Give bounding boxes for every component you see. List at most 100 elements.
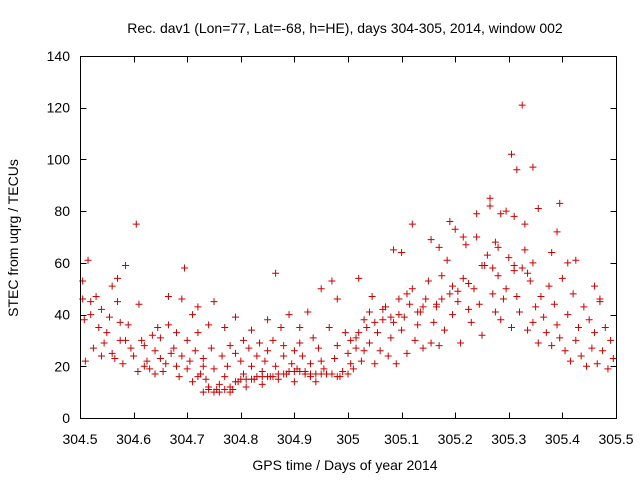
data-point bbox=[245, 344, 253, 352]
data-point bbox=[529, 259, 537, 267]
data-point bbox=[167, 349, 175, 357]
data-point bbox=[446, 217, 454, 225]
data-point bbox=[108, 282, 116, 290]
data-point bbox=[191, 347, 199, 355]
data-point bbox=[494, 272, 502, 280]
data-point bbox=[231, 378, 239, 386]
data-point bbox=[414, 308, 422, 316]
data-point bbox=[475, 300, 483, 308]
data-point bbox=[406, 300, 414, 308]
data-point bbox=[164, 292, 172, 300]
x-tick-label: 305.2 bbox=[438, 431, 473, 447]
data-point bbox=[298, 352, 306, 360]
data-point bbox=[376, 347, 384, 355]
data-point bbox=[596, 298, 604, 306]
data-point bbox=[379, 316, 387, 324]
data-point bbox=[604, 365, 612, 373]
data-point bbox=[465, 305, 473, 313]
data-point bbox=[306, 360, 314, 368]
data-point bbox=[534, 205, 542, 213]
data-point bbox=[534, 339, 542, 347]
data-point bbox=[151, 347, 159, 355]
data-point bbox=[607, 336, 615, 344]
y-tick-label: 80 bbox=[54, 203, 70, 219]
data-point bbox=[135, 300, 143, 308]
data-point bbox=[210, 298, 218, 306]
data-point bbox=[435, 243, 443, 251]
data-point bbox=[499, 295, 507, 303]
data-point bbox=[408, 285, 416, 293]
data-point bbox=[272, 362, 280, 370]
data-point bbox=[215, 380, 223, 388]
data-point bbox=[465, 280, 473, 288]
x-tick-label: 304.7 bbox=[170, 431, 205, 447]
data-point bbox=[583, 362, 591, 370]
data-point bbox=[108, 349, 116, 357]
y-tick-label: 60 bbox=[54, 255, 70, 271]
data-point bbox=[580, 303, 588, 311]
data-point bbox=[387, 334, 395, 342]
data-point bbox=[186, 357, 194, 365]
data-point bbox=[545, 282, 553, 290]
data-point bbox=[373, 329, 381, 337]
data-point bbox=[95, 324, 103, 331]
data-point bbox=[162, 360, 170, 368]
data-point bbox=[521, 220, 529, 228]
data-point bbox=[379, 305, 387, 313]
data-point bbox=[325, 324, 333, 331]
data-point bbox=[395, 295, 403, 303]
data-point bbox=[558, 274, 566, 282]
data-point bbox=[392, 360, 400, 368]
data-point bbox=[473, 210, 481, 218]
data-point bbox=[239, 336, 247, 344]
data-point bbox=[553, 228, 561, 236]
y-axis-ticks: 0 20 40 60 80 100 120 140 bbox=[47, 48, 617, 426]
data-point bbox=[422, 295, 430, 303]
data-point bbox=[355, 274, 363, 282]
x-axis-ticks: 304.5 304.6 304.7 304.8 304.9 305 305.1 305.2 30… bbox=[62, 56, 634, 447]
data-point bbox=[239, 370, 247, 378]
data-point bbox=[414, 321, 422, 329]
data-point bbox=[438, 272, 446, 280]
data-point bbox=[478, 261, 486, 269]
data-point bbox=[349, 365, 357, 373]
data-point bbox=[202, 375, 210, 383]
x-tick-label: 304.9 bbox=[277, 431, 312, 447]
data-point bbox=[122, 261, 130, 269]
data-point bbox=[248, 375, 256, 383]
data-point bbox=[100, 339, 108, 347]
data-point bbox=[264, 316, 272, 324]
data-point bbox=[111, 355, 119, 363]
data-point bbox=[80, 316, 88, 324]
y-tick-label: 140 bbox=[47, 48, 71, 64]
data-point bbox=[199, 355, 207, 363]
y-tick-label: 120 bbox=[47, 100, 71, 116]
data-point bbox=[491, 308, 499, 316]
data-point bbox=[138, 336, 146, 344]
data-point bbox=[518, 264, 526, 272]
data-point bbox=[140, 342, 148, 350]
data-point bbox=[130, 352, 138, 360]
data-point bbox=[440, 326, 448, 334]
data-point bbox=[178, 295, 186, 303]
data-point bbox=[427, 339, 435, 347]
data-point bbox=[371, 360, 379, 368]
data-point bbox=[478, 331, 486, 339]
data-point bbox=[564, 259, 572, 267]
data-point bbox=[156, 355, 164, 363]
data-point bbox=[400, 313, 408, 321]
data-point bbox=[242, 383, 250, 391]
data-point bbox=[189, 311, 197, 319]
data-point bbox=[363, 324, 371, 331]
data-point bbox=[296, 367, 304, 375]
y-tick-label: 20 bbox=[54, 358, 70, 374]
data-point bbox=[438, 295, 446, 303]
data-point bbox=[403, 290, 411, 298]
data-point bbox=[344, 370, 352, 378]
data-point bbox=[403, 349, 411, 357]
data-point bbox=[317, 357, 325, 365]
data-point bbox=[194, 329, 202, 337]
data-point bbox=[443, 256, 451, 264]
data-point bbox=[398, 249, 406, 257]
